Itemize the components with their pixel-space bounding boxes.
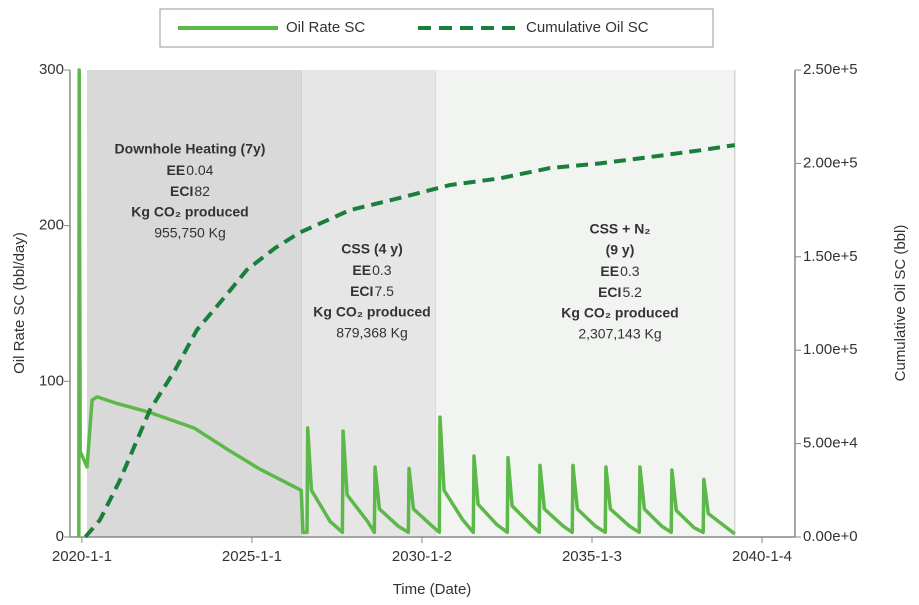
metric-label: ECI (598, 284, 621, 300)
metric-value: 0.04 (186, 162, 213, 178)
phase-title: Downhole Heating (7y) (115, 141, 266, 157)
metric-label: EE (352, 262, 371, 278)
y2-tick-label: 2.50e+5 (803, 61, 858, 78)
y-axis-label: Oil Rate SC (bbl/day) (11, 232, 28, 374)
y2-axis-label: Cumulative Oil SC (bbl) (892, 225, 909, 382)
y2-tick-label: 1.50e+5 (803, 248, 858, 265)
series-line (83, 143, 736, 539)
co2-label: Kg CO₂ produced (313, 304, 430, 320)
y-tick-label: 300 (39, 61, 64, 78)
phase-title: CSS + N₂ (589, 221, 650, 237)
phase-annotation: CSS + N₂ (9 y) EE0.3 ECI5.2 Kg CO₂ produced 2… (561, 221, 678, 342)
y-tick-label: 200 (39, 217, 64, 234)
metric-label: ECI (170, 183, 193, 199)
y2-tick-label: 2.00e+5 (803, 154, 858, 171)
y2-tick-label: 5.00e+4 (803, 435, 858, 452)
phase-annotation: CSS (4 y) EE0.3 ECI7.5 Kg CO₂ produced 879,3… (313, 241, 430, 341)
metric: EE0.3 (600, 263, 639, 279)
co2-label: Kg CO₂ produced (561, 305, 678, 321)
metric-label: ECI (350, 283, 373, 299)
legend-label: Cumulative Oil SC (526, 19, 649, 36)
phase-region (87, 70, 302, 537)
x-tick-label: 2030-1-2 (392, 548, 452, 565)
co2-value: 2,307,143 Kg (578, 326, 661, 342)
y-tick-label: 0 (56, 528, 64, 545)
x-tick-label: 2035-1-3 (562, 548, 622, 565)
phase-region (435, 70, 735, 537)
metric-label: EE (167, 162, 186, 178)
x-axis-label: Time (Date) (393, 581, 472, 598)
phase-title: (9 y) (606, 242, 635, 258)
y2-tick-label: 0.00e+0 (803, 528, 858, 545)
metric: EE0.3 (352, 262, 391, 278)
x-tick-label: 2025-1-1 (222, 548, 282, 565)
metric-value: 0.3 (620, 263, 640, 279)
y2-tick-label: 1.00e+5 (803, 341, 858, 358)
x-tick-label: 2020-1-1 (52, 548, 112, 565)
phase-region (301, 70, 436, 537)
series-line (77, 68, 736, 538)
co2-value: 879,368 Kg (336, 325, 408, 341)
phase-title: CSS (4 y) (341, 241, 402, 257)
co2-label: Kg CO₂ produced (131, 204, 248, 220)
metric-value: 82 (194, 183, 210, 199)
y-tick-label: 100 (39, 372, 64, 389)
metric: ECI82 (170, 183, 210, 199)
metric-value: 0.3 (372, 262, 392, 278)
legend-label: Oil Rate SC (286, 19, 365, 36)
metric-value: 5.2 (622, 284, 642, 300)
metric-value: 7.5 (374, 283, 394, 299)
metric: ECI7.5 (350, 283, 394, 299)
x-tick-label: 2040-1-4 (732, 548, 792, 565)
metric: ECI5.2 (598, 284, 642, 300)
phase-annotation: Downhole Heating (7y) EE0.04 ECI82 Kg CO₂ p… (115, 141, 266, 241)
metric-label: EE (600, 263, 619, 279)
co2-value: 955,750 Kg (154, 225, 226, 241)
metric: EE0.04 (167, 162, 214, 178)
